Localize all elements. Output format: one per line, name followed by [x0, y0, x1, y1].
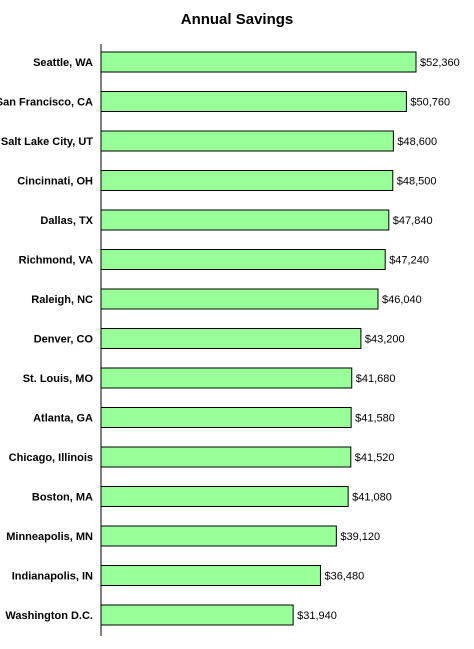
bar — [100, 51, 417, 73]
bar — [100, 407, 352, 428]
value-label: $36,480 — [324, 571, 364, 583]
category-label: Boston, MA — [32, 492, 93, 504]
category-label: Raleigh, NC — [31, 294, 93, 306]
category-label: Chicago, Illinois — [9, 452, 93, 464]
category-label: San Francisco, CA — [0, 97, 93, 109]
bar — [100, 209, 390, 231]
bar — [100, 249, 386, 270]
category-label: Richmond, VA — [19, 255, 93, 267]
bar — [100, 288, 379, 310]
value-label: $41,520 — [355, 452, 395, 464]
bar — [100, 328, 362, 349]
bar — [100, 604, 294, 626]
category-label: St. Louis, MO — [23, 373, 94, 385]
bar — [100, 170, 394, 191]
category-label: Indianapolis, IN — [12, 571, 93, 583]
category-label: Washington D.C. — [5, 610, 93, 622]
bars-group: Seattle, WA $52,360 San Francisco, CA $50,7… — [0, 51, 460, 626]
value-label: $48,500 — [397, 176, 437, 188]
bar — [100, 446, 352, 468]
value-label: $41,580 — [355, 413, 395, 425]
category-label: Seattle, WA — [33, 57, 93, 69]
bar — [100, 565, 321, 586]
value-label: $46,040 — [382, 294, 422, 306]
bar — [100, 91, 407, 112]
category-label: Cincinnati, OH — [17, 176, 93, 188]
value-label: $41,080 — [352, 492, 392, 504]
value-label: $47,840 — [393, 215, 433, 227]
value-label: $43,200 — [365, 334, 405, 346]
value-label: $50,760 — [410, 97, 450, 109]
value-label: $31,940 — [297, 610, 337, 622]
value-label: $48,600 — [397, 136, 437, 148]
value-label: $41,680 — [356, 373, 396, 385]
category-label: Atlanta, GA — [33, 413, 93, 425]
bar — [100, 367, 353, 389]
category-label: Salt Lake City, UT — [1, 136, 93, 148]
value-label: $52,360 — [420, 57, 460, 69]
value-label: $47,240 — [389, 255, 429, 267]
chart-title: Annual Savings — [181, 11, 294, 28]
bar — [100, 130, 394, 152]
bar — [100, 486, 349, 507]
value-label: $39,120 — [340, 531, 380, 543]
category-label: Dallas, TX — [40, 215, 93, 227]
category-label: Denver, CO — [34, 334, 94, 346]
bar — [100, 525, 337, 547]
category-label: Minneapolis, MN — [6, 531, 93, 543]
